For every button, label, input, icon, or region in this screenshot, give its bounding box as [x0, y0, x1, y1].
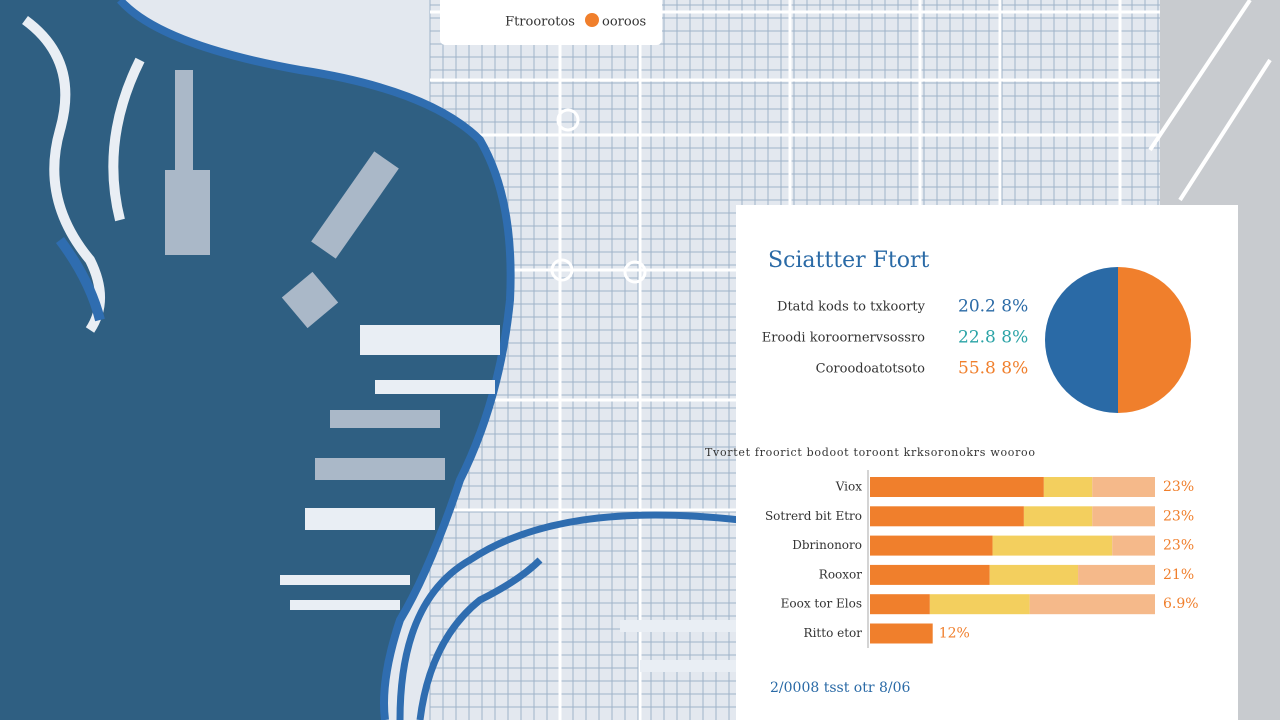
pie-slice — [1118, 267, 1191, 413]
bar-segment — [870, 594, 930, 615]
bar-label: Dbrinonoro — [792, 538, 862, 552]
legend-box — [440, 0, 662, 45]
bar-pct-label: 23% — [1163, 479, 1194, 495]
bar-segment — [1092, 477, 1155, 497]
bar-segment — [989, 564, 1079, 585]
stat-label: Eroodi koroornervsossro — [762, 331, 925, 346]
bar-segment — [870, 477, 1044, 497]
bar-segment — [1112, 535, 1155, 556]
legend-marker-label: ooroos — [602, 15, 646, 30]
bar-pct-label: 23% — [1163, 508, 1194, 524]
legend-marker — [585, 13, 599, 27]
bar-segment — [870, 623, 933, 644]
stat-value: 55.8 8% — [958, 359, 1028, 379]
river — [396, 511, 741, 721]
bar-label: Eoox tor Elos — [781, 597, 862, 611]
bar-segment — [1078, 564, 1155, 585]
panel-title: Sciattter Ftort — [768, 248, 929, 273]
bar-label: Ritto etor — [804, 626, 863, 640]
bar-segment — [1043, 477, 1093, 497]
bar-segment — [870, 564, 990, 585]
bar-segment — [1092, 506, 1155, 527]
stat-value: 20.2 8% — [958, 297, 1028, 317]
bar-segment — [870, 506, 1024, 527]
river — [117, 0, 515, 721]
bar-segment — [1029, 594, 1155, 615]
bar-segment — [929, 594, 1030, 615]
stat-label: Dtatd kods to txkoorty — [777, 300, 926, 315]
stat-label: Coroodoatotsoto — [816, 362, 926, 377]
junctions — [550, 108, 647, 284]
bars-header: Tvortet froorict bodoot toroont krksoron… — [705, 446, 1035, 459]
bar-label: Rooxor — [819, 567, 862, 581]
panel — [736, 205, 1238, 724]
bar-segment — [992, 535, 1113, 556]
shoreline — [21, 15, 145, 333]
stat-value: 22.8 8% — [958, 328, 1028, 348]
legend-label: Ftroorotos — [505, 15, 575, 30]
river — [55, 237, 105, 322]
bar-pct-label: 23% — [1163, 538, 1194, 554]
piers — [165, 70, 740, 672]
pie-slice — [1045, 267, 1118, 413]
panel-footer: 2/0008 tsst otr 8/06 — [770, 680, 911, 696]
bar-pct-label: 12% — [939, 626, 970, 642]
bar-segment — [870, 535, 993, 556]
bar-label: Sotrerd bit Etro — [765, 509, 862, 523]
road — [1148, 0, 1272, 202]
bar-pct-label: 21% — [1163, 567, 1194, 583]
bar-label: Viox — [835, 480, 863, 494]
bar-segment — [1023, 506, 1093, 527]
bar-pct-label: 6.9% — [1163, 596, 1199, 612]
